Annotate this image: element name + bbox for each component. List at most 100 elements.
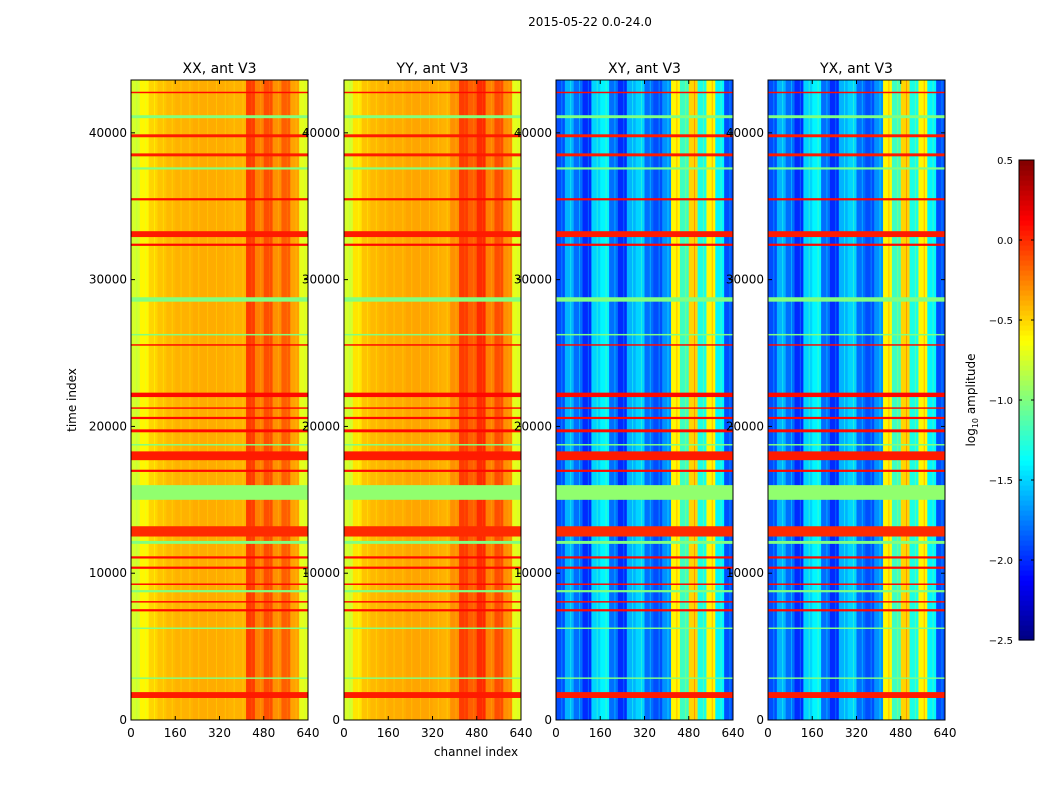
y-tick-label: 20000 [89,419,127,433]
heatmap-column [450,80,460,720]
x-tick-label: 160 [801,726,824,740]
heatmap-column [432,80,442,720]
heatmap-texture-line [384,80,386,720]
heatmap-texture-line [517,80,519,720]
heatmap-column [591,80,601,720]
heatmap-texture-line [402,80,404,720]
colorbar-segment [1019,525,1034,531]
heatmap-texture-line [817,80,819,720]
colorbar: 0.5 0.0 −0.5 −1.0 −1.5 −2.0 −2.5 [989,156,1035,647]
y-tick-label: 20000 [726,419,764,433]
heatmap-time-stripe [131,392,308,398]
y-tick-label: 0 [119,713,127,727]
colorbar-segment [1019,420,1034,426]
heatmap-time-stripe [131,243,308,246]
x-tick-label: 0 [127,726,135,740]
heatmap-time-stripe [556,583,733,585]
y-tick-label: 10000 [726,566,764,580]
heatmap-time-stripe [131,91,308,94]
colorbar-label: log10 amplitude [964,354,980,447]
heatmap-column [918,80,928,720]
heatmap-column [210,80,220,720]
heatmap-texture-line [667,80,669,720]
colorbar-segment [1019,165,1034,171]
figure-title: 2015-05-22 0.0-24.0 [528,15,652,29]
heatmap-time-stripe [344,583,521,585]
colorbar-segment [1019,575,1034,581]
heatmap-time-stripe [768,416,945,420]
heatmap-texture-line [782,80,784,720]
heatmap-column [573,80,584,720]
heatmap-column [184,80,194,720]
y-tick-label: 20000 [514,419,552,433]
colorbar-segment [1019,635,1034,641]
heatmap-column [361,80,372,720]
heatmap-texture-line [711,80,713,720]
colorbar-segment [1019,595,1034,601]
heatmap-time-stripe [768,609,945,612]
heatmap-texture-line [605,80,607,720]
heatmap-time-stripe [556,451,733,461]
heatmap-column [379,80,389,720]
heatmap-time-stripe [556,297,733,302]
heatmap-column [626,80,637,720]
heatmap-time-stripe [768,407,945,409]
colorbar-segment [1019,400,1034,406]
y-tick-label: 0 [756,713,764,727]
colorbar-segment [1019,485,1034,491]
heatmap-texture-line [720,80,722,720]
heatmap-time-stripe [556,609,733,612]
heatmap-texture-line [799,80,801,720]
heatmap-texture-line [632,80,634,720]
colorbar-segment [1019,565,1034,571]
colorbar-segment [1019,290,1034,296]
heatmap-time-stripe [131,609,308,612]
colorbar-segment [1019,280,1034,286]
heatmap-texture-line [358,80,360,720]
heatmap-column [512,80,522,720]
x-tick-label: 320 [845,726,868,740]
heatmap-time-stripe [344,416,521,420]
heatmap-column [148,80,159,720]
heatmap-time-stripe [344,115,521,119]
x-tick-label: 480 [465,726,488,740]
heatmap-column [838,80,849,720]
colorbar-segment [1019,475,1034,481]
heatmap-panel: XX, ant V3 0 160 320 480 640 0 10000 20000 30000 4… [89,61,320,740]
heatmap-column [715,80,725,720]
heatmap-column [281,80,291,720]
panel-title: XX, ant V3 [183,61,257,77]
colorbar-tick-label: −2.5 [989,636,1013,647]
heatmap-time-stripe [556,416,733,420]
x-tick-label: 0 [552,726,560,740]
heatmap-column [927,80,937,720]
heatmap-texture-line [623,80,625,720]
colorbar-segment [1019,465,1034,471]
x-tick-label: 320 [421,726,444,740]
heatmap-column [662,80,672,720]
colorbar-segment [1019,250,1034,256]
colorbar-segment [1019,375,1034,381]
heatmap-column [192,80,203,720]
y-tick-label: 40000 [89,126,127,140]
heatmap-time-stripe [131,115,308,119]
heatmap-column [405,80,416,720]
heatmap-time-stripe [556,392,733,398]
heatmap-time-stripe [344,601,521,603]
x-tick-label: 0 [764,726,772,740]
heatmap-column [600,80,610,720]
colorbar-segment [1019,235,1034,241]
heatmap-time-stripe [768,153,945,157]
colorbar-tick-label: 0.0 [997,236,1013,247]
colorbar-segment [1019,605,1034,611]
colorbar-segment [1019,180,1034,186]
heatmap-column [228,80,238,720]
heatmap-texture-line [676,80,678,720]
heatmap-column [556,80,566,720]
colorbar-segment [1019,215,1034,221]
heatmap-time-stripe [131,583,308,585]
colorbar-segment [1019,160,1034,166]
x-tick-label: 640 [297,726,320,740]
heatmap-time-stripe [344,243,521,246]
heatmap-texture-line [490,80,492,720]
